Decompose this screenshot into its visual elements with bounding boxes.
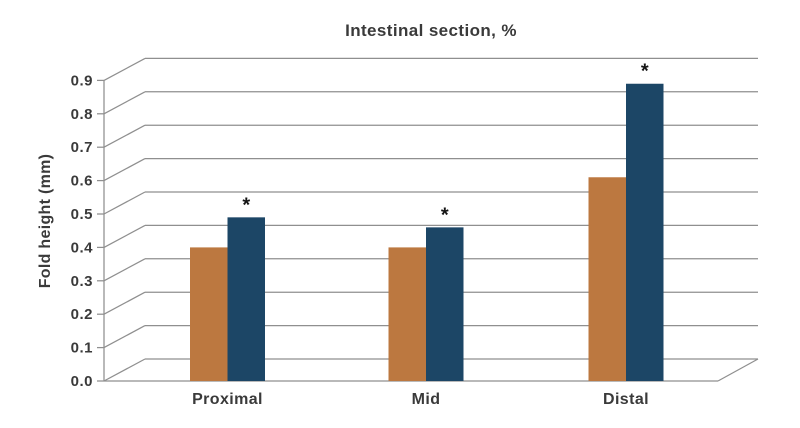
x-category-label: Mid (412, 391, 441, 408)
y-tick-label: 0.5 (71, 206, 93, 223)
x-category-label: Proximal (192, 391, 263, 408)
significance-marker: * (242, 194, 250, 216)
x-category-label: Distal (603, 391, 649, 408)
y-tick-label: 0.2 (71, 306, 93, 323)
gridline-depth-segment (103, 191, 146, 215)
y-tick-label: 0.9 (71, 72, 93, 89)
gridline-depth-segment (103, 325, 146, 349)
bar-proximal-series2 (227, 217, 265, 381)
bar-distal-series2 (626, 83, 664, 382)
significance-marker: * (441, 204, 449, 226)
gridline-depth-segment (103, 91, 146, 115)
gridline-depth-segment (103, 124, 146, 148)
y-tick-label: 0.3 (71, 273, 93, 290)
y-axis-label: Fold height (mm) (37, 154, 54, 289)
significance-marker: * (641, 61, 649, 83)
y-tick-label: 0.7 (71, 139, 93, 156)
bar-proximal-series1 (190, 247, 228, 381)
chart-title: Intestinal section, % (345, 21, 517, 40)
bar-mid-series1 (388, 247, 426, 381)
plot-area: 0.0 0.1 0.2 0.3 0.4 0.5 0.6 0.7 0.8 0.9 * * * Proxima… (71, 57, 759, 408)
y-tick-label: 0.6 (71, 173, 93, 190)
y-tick-label: 0.0 (71, 373, 93, 390)
gridline-depth-segment (103, 291, 146, 315)
bar-distal-series1 (588, 177, 626, 381)
y-tick-label: 0.4 (71, 239, 94, 256)
gridline-depth-segment (103, 57, 146, 81)
y-tick-label: 0.1 (71, 340, 93, 357)
gridline-depth-segment (103, 358, 146, 382)
gridline-depth-segment (103, 258, 146, 282)
bar-mid-series2 (426, 227, 464, 381)
y-tick-label: 0.8 (71, 106, 93, 123)
gridline-depth-segment (103, 224, 146, 248)
floor-depth-edge (717, 358, 759, 382)
gridline-depth-segment (103, 158, 146, 182)
